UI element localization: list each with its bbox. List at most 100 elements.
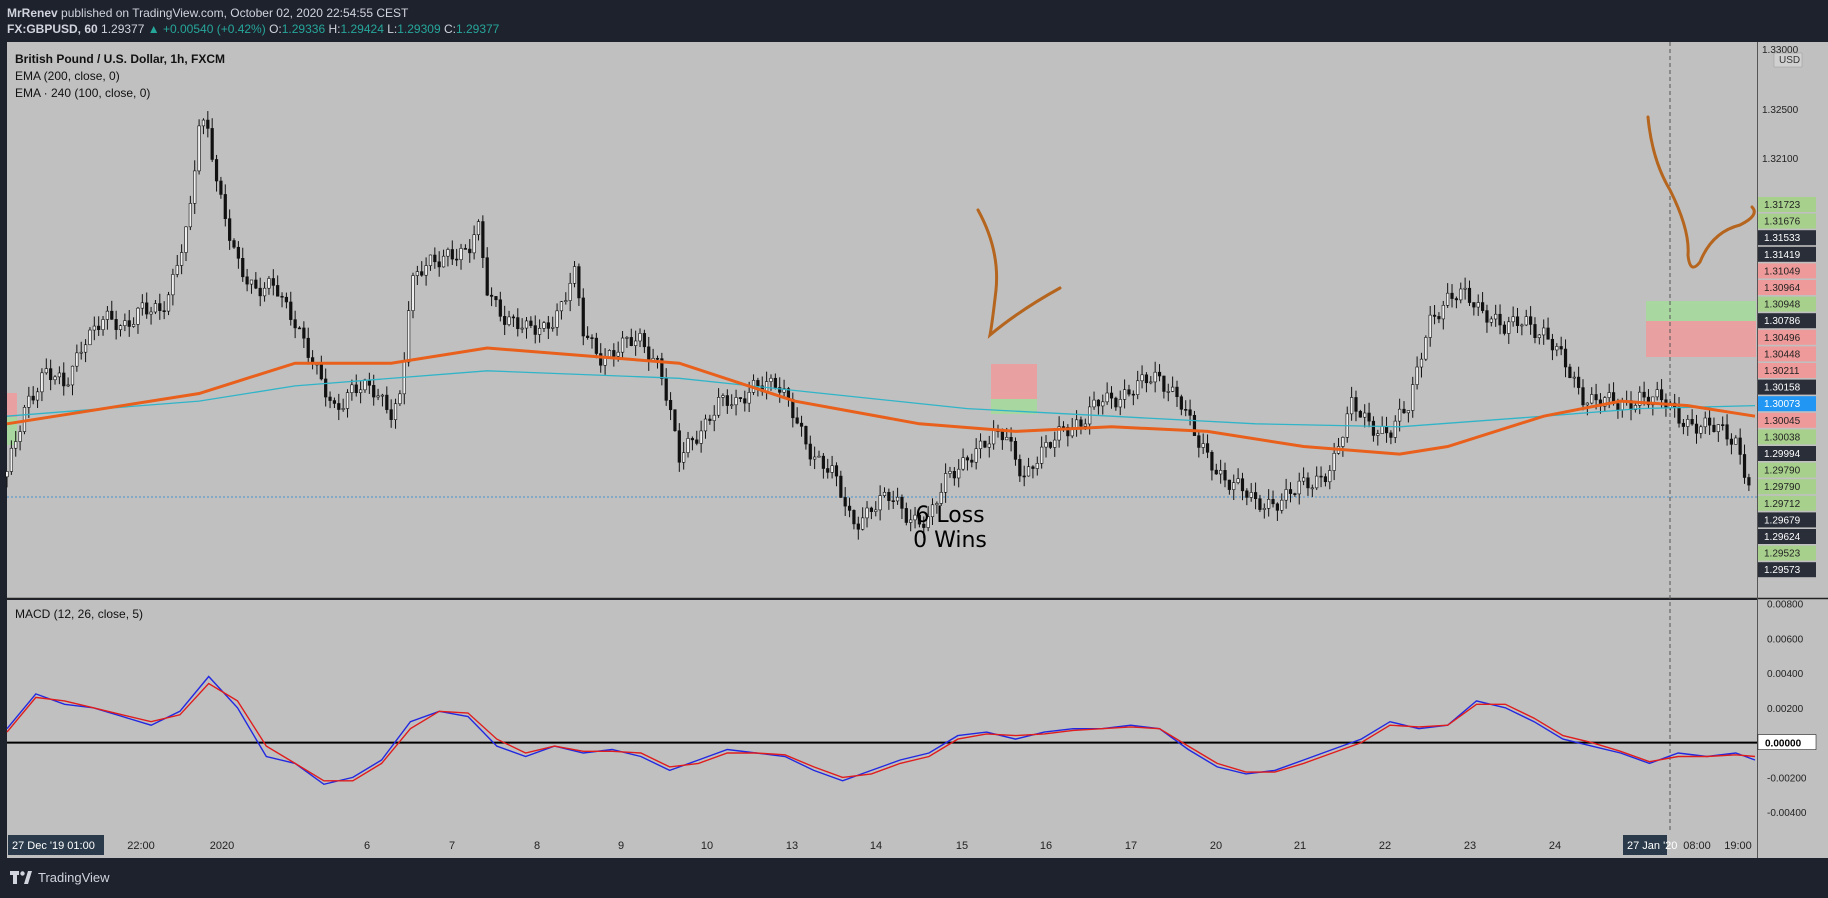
candle-body — [808, 443, 812, 460]
candle-body — [769, 377, 773, 382]
candle-body — [795, 417, 799, 424]
candle-body — [193, 170, 197, 204]
candle-body — [1638, 391, 1642, 406]
candle-body — [1747, 477, 1751, 486]
time-tick-label: 6 — [364, 840, 370, 852]
candle-body — [201, 119, 206, 127]
legend-ema-240[interactable]: EMA · 240 (100, close, 0) — [15, 86, 151, 100]
candle-body — [516, 317, 520, 330]
candle-body — [1245, 490, 1249, 498]
price-label-box — [1758, 263, 1816, 279]
candle-body — [1358, 411, 1362, 418]
time-label-box — [8, 835, 104, 855]
tradingview-brand[interactable]: TradingView — [10, 870, 110, 885]
candle-body — [572, 266, 577, 284]
macd-legend[interactable]: MACD (12, 26, close, 5) — [15, 607, 144, 621]
candle-body — [926, 516, 930, 528]
time-tick-label: 21 — [1294, 840, 1306, 852]
candle-body — [559, 301, 564, 312]
candle-body — [1472, 302, 1476, 308]
symbol[interactable]: FX:GBPUSD, 60 — [7, 22, 98, 36]
candle-body — [1271, 499, 1275, 505]
macd-tick-label: 0.00200 — [1767, 704, 1804, 715]
price-label: 1.30948 — [1764, 300, 1801, 311]
candle-body — [799, 422, 804, 427]
price-label: 1.31723 — [1764, 200, 1801, 211]
candle-body — [1127, 389, 1131, 395]
candle-body — [1157, 371, 1162, 377]
candle-body — [1310, 487, 1314, 490]
macd-zero-badge — [1757, 734, 1817, 750]
candle-body — [1232, 482, 1236, 490]
candle-body — [1603, 397, 1607, 407]
candle-body — [345, 392, 350, 409]
candle-body — [1703, 417, 1707, 428]
candle-body — [699, 430, 703, 444]
price-label: 1.30964 — [1764, 283, 1801, 294]
candle-body — [463, 248, 467, 250]
candle-body — [389, 409, 393, 420]
legend-ema-200[interactable]: EMA (200, close, 0) — [15, 69, 120, 83]
candle-body — [1284, 489, 1288, 501]
candle-body — [184, 226, 188, 253]
candle-body — [1686, 419, 1690, 427]
candle-body — [1590, 394, 1594, 404]
candle-body — [1476, 302, 1480, 308]
candle-body — [695, 439, 699, 444]
candle-body — [778, 387, 782, 393]
candle-body — [293, 319, 297, 329]
candle-body — [110, 310, 114, 320]
price-label: 1.29679 — [1764, 515, 1801, 526]
candle-body — [952, 471, 956, 479]
publisher-name[interactable]: MrRenev — [7, 6, 58, 20]
candle-body — [987, 443, 991, 448]
candle-body — [1083, 423, 1087, 427]
candle-body — [455, 258, 459, 261]
candle-body — [359, 389, 363, 394]
price-change: ▲ +0.00540 (+0.42%) — [147, 22, 266, 36]
candle-body — [1197, 435, 1201, 448]
candle-body — [1594, 394, 1598, 401]
candle-body — [1572, 376, 1576, 379]
candle-body — [424, 265, 428, 276]
time-tick-label: 10 — [701, 840, 713, 852]
candle-body — [132, 324, 136, 327]
candle-body — [847, 505, 852, 511]
candle-body — [1655, 389, 1659, 398]
candle-body — [865, 507, 869, 519]
candle-body — [1620, 401, 1624, 410]
last-price: 1.29377 — [101, 22, 145, 36]
candle-body — [660, 358, 664, 379]
candle-body — [1092, 399, 1096, 408]
candle-body — [1480, 302, 1485, 311]
candle-body — [1585, 402, 1589, 406]
candle-body — [1651, 396, 1655, 406]
candle-body — [813, 456, 817, 460]
candle-body — [1398, 408, 1402, 422]
loss-win-annotation: 6 Loss 0 Wins — [890, 503, 1010, 553]
price-label: 1.30211 — [1764, 366, 1800, 377]
pen-annotation — [976, 208, 1062, 339]
candle-body — [1013, 440, 1018, 460]
price-label-box — [1758, 429, 1816, 445]
candle-body — [834, 465, 839, 477]
candle-body — [494, 296, 498, 301]
candle-body — [747, 392, 751, 404]
legend-title[interactable]: British Pound / U.S. Dollar, 1h, FXCM — [15, 52, 226, 66]
candle-body — [1646, 396, 1651, 406]
ohlc-c: 1.29377 — [455, 22, 500, 36]
candle-body — [1118, 399, 1122, 408]
candle-body — [1690, 419, 1694, 425]
candle-body — [171, 274, 175, 296]
candle-body — [992, 430, 996, 445]
candle-body — [909, 519, 913, 523]
candle-body — [267, 278, 271, 289]
price-label-box — [1758, 197, 1816, 212]
candle-body — [18, 431, 22, 442]
price-label: 1.30073 — [1764, 399, 1801, 410]
candle-body — [393, 403, 398, 420]
trade-loss-zone — [991, 364, 1037, 399]
candle-body — [821, 455, 825, 469]
price-label: 1.29994 — [1764, 449, 1801, 460]
